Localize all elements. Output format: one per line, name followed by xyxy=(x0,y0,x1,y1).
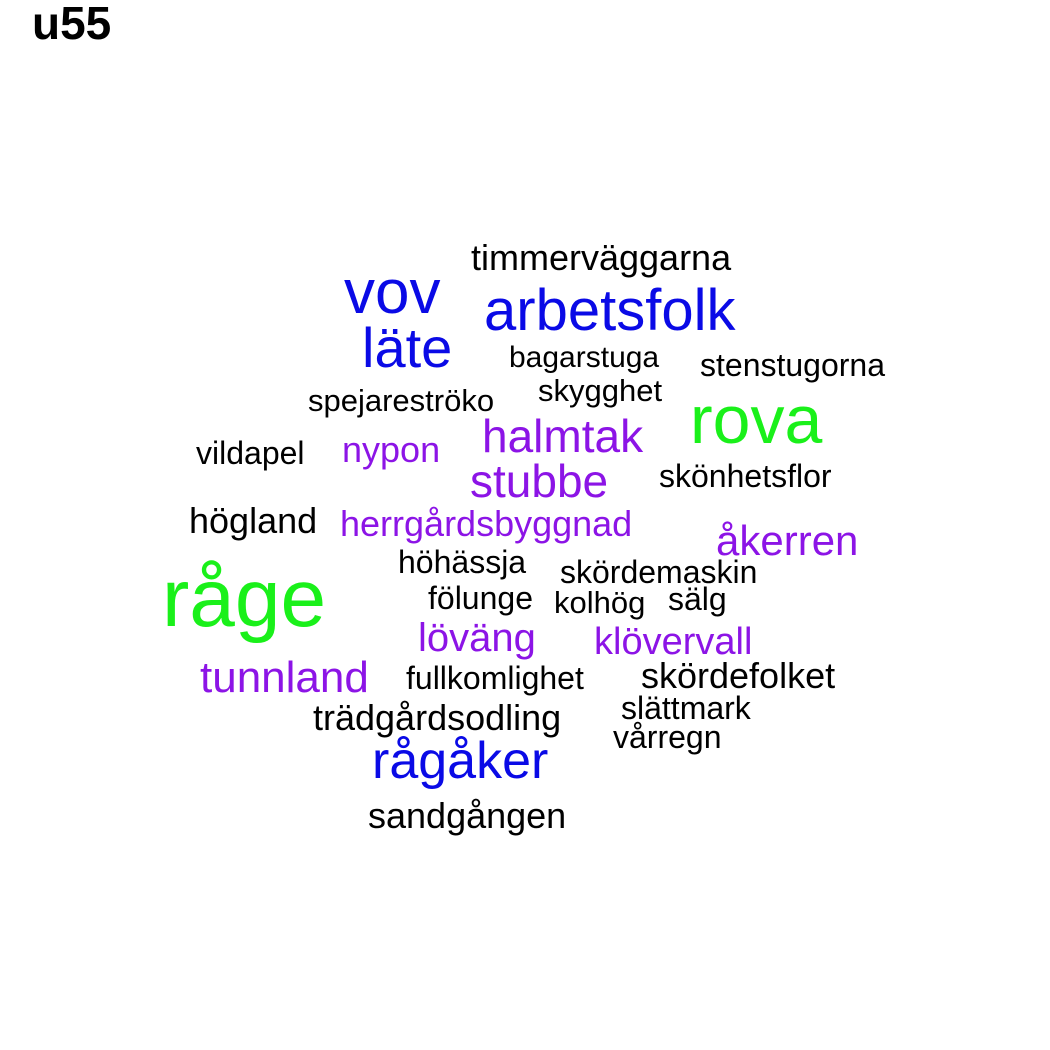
word-7: halmtak xyxy=(482,410,644,462)
word-3: vov xyxy=(344,258,441,327)
word-4: arbetsfolk xyxy=(484,278,736,343)
word-31: slättmark xyxy=(621,690,751,726)
word-33: sandgången xyxy=(368,795,567,836)
page-title: u55 xyxy=(32,0,112,49)
word-15: timmerväggarna xyxy=(471,237,732,278)
word-28: fullkomlighet xyxy=(406,660,584,696)
word-19: spejareströko xyxy=(308,383,495,418)
word-12: löväng xyxy=(418,616,536,660)
word-30: trädgårdsodling xyxy=(313,697,562,738)
word-21: skönhetsflor xyxy=(659,458,832,494)
word-25: fölunge xyxy=(428,580,533,616)
word-1: råge xyxy=(162,553,327,644)
word-20: vildapel xyxy=(196,435,305,471)
word-22: högland xyxy=(189,500,318,541)
word-23: höhässja xyxy=(398,544,527,580)
word-24: skördemaskin xyxy=(560,554,758,590)
word-14: tunnland xyxy=(200,653,369,702)
word-6: rågåker xyxy=(372,732,549,790)
word-5: läte xyxy=(362,316,453,379)
word-11: åkerren xyxy=(716,517,859,564)
word-26: kolhög xyxy=(554,585,646,620)
word-18: skygghet xyxy=(538,373,663,408)
word-8: stubbe xyxy=(470,455,609,507)
word-10: herrgårdsbyggnad xyxy=(340,503,633,544)
word-16: bagarstuga xyxy=(509,341,660,374)
word-27: sälg xyxy=(668,581,727,617)
word-13: klövervall xyxy=(594,621,753,663)
word-29: skördefolket xyxy=(641,655,836,696)
word-9: nypon xyxy=(342,429,441,470)
word-17: stenstugorna xyxy=(700,347,886,383)
word-2: rova xyxy=(690,382,823,458)
word-32: vårregn xyxy=(613,719,722,755)
